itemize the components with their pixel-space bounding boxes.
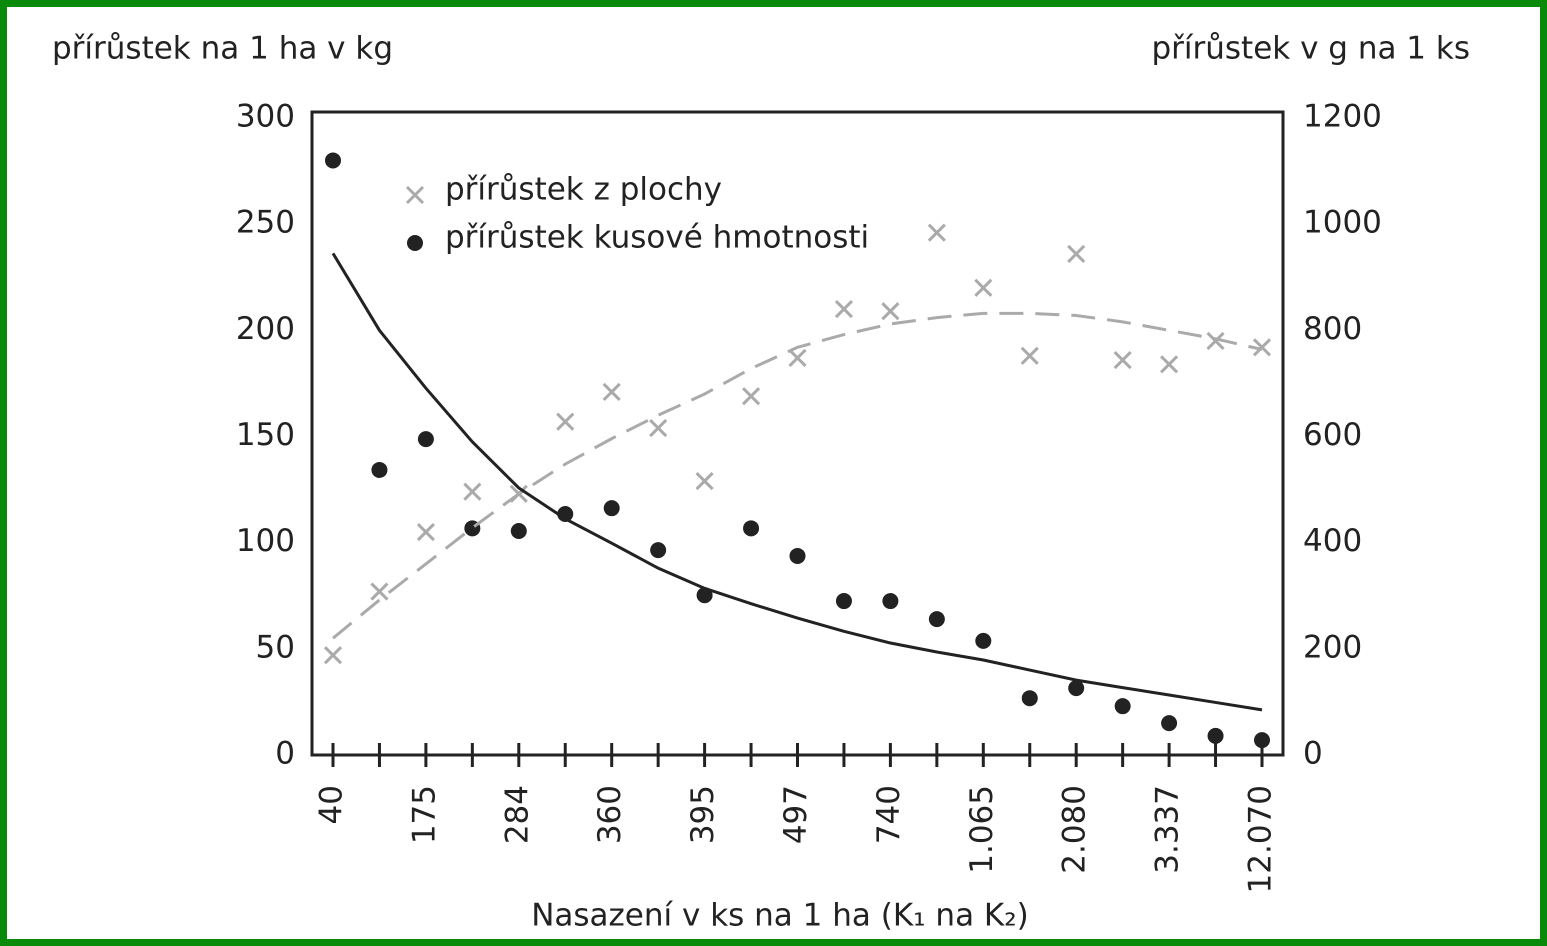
dot-marker [325, 152, 341, 169]
dot-marker [1207, 727, 1224, 744]
y2-tick-label: 200 [1303, 629, 1362, 665]
cross-marker [649, 418, 668, 438]
legend-label: přírůstek z plochy [445, 172, 722, 208]
y2-tick-label: 1000 [1303, 205, 1382, 241]
cross-stroke [323, 646, 343, 665]
x-tick-label: 284 [499, 785, 535, 844]
y2-tick-label: 0 [1303, 736, 1323, 772]
cross-stroke [788, 348, 807, 367]
cross-marker [927, 223, 946, 242]
cross-marker [405, 185, 425, 205]
dot-marker [1114, 698, 1131, 715]
dot-marker [1068, 680, 1085, 697]
y-tick-label: 300 [236, 99, 295, 135]
y-tick-label: 250 [236, 205, 295, 241]
cross-marker [741, 387, 761, 406]
cross-stroke [1160, 355, 1179, 374]
y-tick-label: 0 [275, 736, 295, 772]
trend-line [332, 311, 1263, 640]
cross-marker [1206, 331, 1225, 351]
x-tick-label: 395 [685, 785, 721, 844]
cross-stroke [649, 418, 668, 438]
x-tick-label: 1.065 [964, 785, 1000, 874]
cross-marker [416, 522, 435, 542]
cross-stroke [463, 482, 482, 501]
y2-tick-label: 800 [1303, 311, 1362, 347]
y-tick-label: 200 [236, 311, 295, 347]
y-tick-label: 50 [256, 629, 295, 665]
dot-marker [1161, 715, 1178, 732]
dot-marker [1021, 690, 1038, 707]
cross-stroke [927, 223, 946, 242]
cross-stroke [881, 302, 900, 321]
dot-marker [650, 542, 667, 559]
cross-stroke [405, 185, 425, 205]
x-axis-title: Nasazení v ks na 1 ha (K₁ na K₂) [531, 898, 1029, 934]
y-tick-label: 150 [236, 417, 295, 453]
dot-marker [603, 500, 620, 517]
x-tick-label: 40 [314, 785, 350, 824]
cross-marker [695, 472, 714, 491]
cross-marker [1067, 244, 1086, 263]
cross-stroke [602, 382, 621, 401]
cross-marker [602, 382, 621, 401]
cross-marker [556, 412, 575, 431]
cross-marker [1252, 338, 1272, 357]
cross-stroke [1020, 346, 1039, 365]
trend-line [331, 252, 1263, 712]
dot-marker [835, 593, 852, 610]
cross-stroke [416, 522, 435, 542]
cross-stroke [1252, 338, 1272, 357]
cross-stroke [741, 387, 761, 406]
cross-marker [881, 302, 900, 321]
dot-marker [882, 593, 899, 610]
y2-axis-title: přírůstek v g na 1 ks [1151, 31, 1470, 67]
dot-marker [975, 632, 992, 649]
legend-label: přírůstek kusové hmotnosti [445, 220, 869, 256]
y2-tick-label: 1200 [1303, 99, 1382, 135]
cross-marker [1020, 346, 1039, 365]
x-tick-label: 2.080 [1057, 785, 1093, 874]
cross-marker [788, 348, 807, 367]
dot-marker [1254, 732, 1270, 749]
dot-marker [743, 520, 760, 537]
x-tick-label: 175 [406, 785, 442, 844]
dot-marker [371, 461, 388, 478]
x-tick-label: 3.337 [1150, 785, 1186, 874]
cross-marker [463, 482, 482, 501]
x-tick-label: 360 [592, 785, 628, 844]
y2-tick-label: 400 [1303, 523, 1362, 559]
dot-marker [510, 522, 527, 539]
dot-marker [407, 235, 423, 251]
cross-stroke [556, 412, 575, 431]
cross-marker [323, 646, 343, 665]
y-axis-title: přírůstek na 1 ha v kg [52, 31, 393, 67]
cross-stroke [974, 278, 993, 297]
cross-marker [1160, 355, 1179, 374]
cross-stroke [1206, 331, 1225, 351]
x-tick-label: 740 [871, 785, 907, 844]
dot-marker [928, 611, 945, 628]
cross-marker [974, 278, 993, 297]
y2-tick-label: 600 [1303, 417, 1362, 453]
x-tick-label: 497 [778, 785, 814, 844]
dot-marker [417, 431, 434, 448]
cross-stroke [1113, 350, 1132, 370]
cross-stroke [695, 472, 714, 491]
dot-marker [789, 547, 806, 564]
cross-stroke [370, 582, 389, 601]
cross-marker [1113, 350, 1132, 370]
cross-stroke [834, 300, 854, 319]
cross-marker [834, 300, 854, 319]
y-tick-label: 100 [236, 523, 295, 559]
dot-marker [557, 506, 574, 523]
cross-marker [370, 582, 389, 601]
x-tick-label: 12.070 [1243, 785, 1279, 893]
cross-stroke [1067, 244, 1086, 263]
